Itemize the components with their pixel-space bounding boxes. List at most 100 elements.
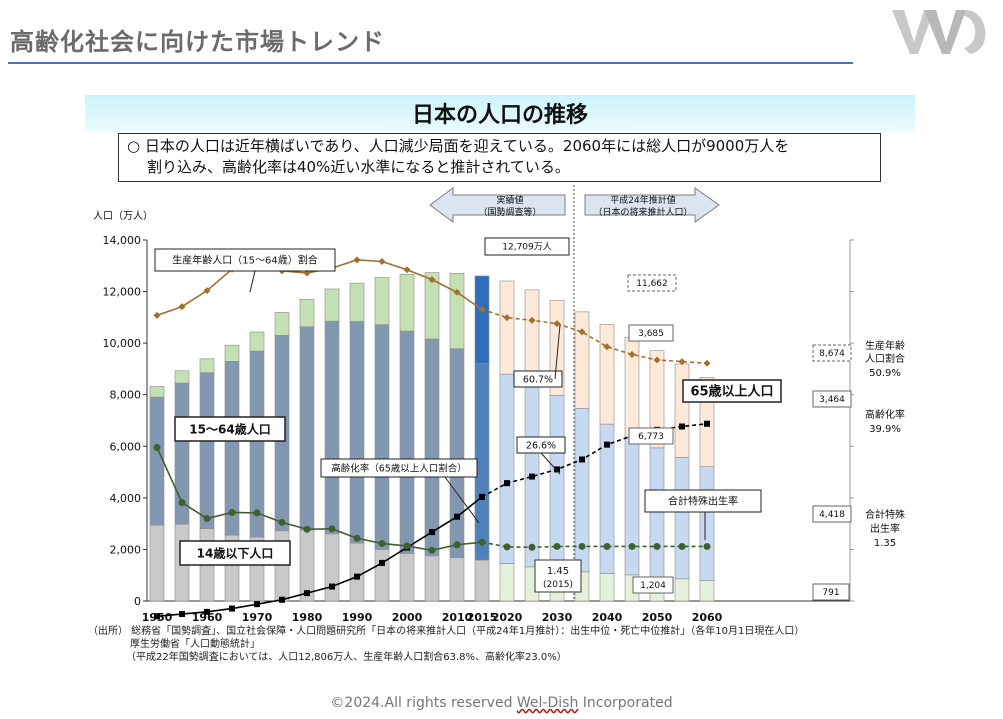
summary-box: ○ 日本の人口は近年横ばいであり、人口減少局面を迎えている。2060年には総人口… (118, 133, 881, 182)
label-2060-working: 4,418 (819, 510, 845, 520)
aging-rate-point (504, 480, 510, 487)
tfr-point (503, 543, 511, 551)
working-ratio-point (453, 288, 461, 296)
working-ratio-point (178, 303, 186, 311)
x-tick-label: 2015 (467, 611, 498, 624)
summary-line-1: ○ 日本の人口は近年横ばいであり、人口減少局面を迎えている。2060年には総人口… (127, 137, 790, 155)
bar-elderly (149, 386, 165, 398)
copyright-prefix: ©2024.All rights reserved (330, 695, 517, 711)
bar-elderly (324, 288, 340, 322)
aging-rate-point (154, 613, 160, 620)
x-tick-label: 2010 (442, 611, 473, 624)
bar-working (424, 338, 440, 557)
bar-child (349, 542, 365, 602)
label-2060-child: 791 (822, 588, 839, 598)
aging-rate-point (704, 420, 710, 427)
bar-working (699, 466, 715, 581)
copyright-suffix: Incorporated (578, 695, 673, 711)
projected-label: 平成24年推計値 (610, 194, 675, 206)
title-divider (8, 62, 853, 64)
working-ratio-point (703, 359, 711, 367)
aging-rate-point (429, 529, 435, 536)
sources-line-2: 厚生労働省「人口動態統計」 (130, 639, 260, 650)
aging-rate-line (156, 496, 483, 618)
bar-elderly (499, 280, 515, 375)
bar-child (149, 524, 165, 602)
chart-title-banner: 日本の人口の推移 (85, 95, 915, 131)
label-total-2010-box (484, 237, 570, 256)
working-ratio-line-projected (481, 308, 708, 365)
tfr-point (428, 546, 436, 554)
bar-elderly (449, 273, 465, 350)
tfr-line-projected (481, 541, 707, 549)
label-child-pop: 14歳以下人口 (197, 545, 274, 560)
working-ratio-point (553, 320, 561, 328)
projected-arrow (584, 187, 720, 223)
tfr-point (703, 542, 711, 550)
aging-rate-point (279, 596, 285, 603)
aging-rate-point (329, 583, 335, 590)
tfr-point (178, 499, 186, 507)
bar-working (199, 372, 215, 529)
y-axis-title: 人口（万人） (93, 210, 153, 222)
bar-working (674, 457, 690, 580)
x-tick-label: 2000 (392, 611, 423, 624)
bar-elderly (574, 311, 590, 409)
leader-pct-aging-2015 (540, 452, 561, 475)
bar-child (674, 578, 690, 602)
sources: （出所） 総務省「国勢調査」、国立社会保障・人口問題研究所「日本の将来推計人口（… (88, 625, 804, 664)
bar-elderly (199, 358, 215, 373)
bar-working (374, 324, 390, 550)
y-tick-label: 14,000 (103, 234, 142, 247)
label-2030-elderly-box (628, 324, 674, 342)
tfr-point (653, 542, 661, 550)
label-2060-total: 8,674 (819, 349, 845, 359)
y-tick-label: 2,000 (110, 543, 142, 556)
x-tick-label: 1960 (192, 611, 223, 624)
label-pct-aging-2015: 26.6% (526, 440, 556, 451)
label-2060-elderly-box (812, 390, 852, 408)
x-tick-label: 1970 (242, 611, 273, 624)
copyright: ©2024.All rights reserved Wel-Dish Incor… (0, 695, 1003, 711)
x-tick-label: 2030 (542, 611, 573, 624)
bar-working (324, 320, 340, 535)
y-tick-label: 12,000 (103, 286, 142, 299)
working-ratio-point (603, 343, 611, 351)
aging-rate-point (454, 513, 460, 520)
company-logo (892, 10, 986, 54)
bar-child (374, 549, 390, 602)
bar-elderly (349, 282, 365, 322)
aging-rate-point (354, 573, 360, 580)
label-2030-elderly: 3,685 (638, 329, 664, 339)
aging-rate-point (529, 473, 535, 480)
tfr-point (528, 543, 536, 551)
projected-sub-label: （日本の将来推計人口） (593, 206, 692, 218)
y-tick-label: 8,000 (110, 389, 142, 402)
tfr-point (403, 542, 411, 550)
sources-line-1: （出所） 総務省「国勢調査」、国立社会保障・人口問題研究所「日本の将来推計人口（… (88, 626, 805, 637)
label-2060-child-box (812, 583, 850, 601)
label-pct-working-2015: 60.7% (523, 374, 553, 385)
bar-working (624, 436, 640, 576)
label-tfr: 合計特殊出生率 (668, 495, 738, 508)
bar-working (149, 396, 165, 526)
label-tfr-2015: 1.45 (547, 566, 569, 577)
label-working-pop-box (174, 416, 286, 442)
aging-rate-point (204, 608, 210, 615)
y-tick-label: 4,000 (110, 492, 142, 505)
x-tick-label: 2040 (592, 611, 623, 624)
bar-child (399, 553, 415, 602)
aging-rate-point (554, 466, 560, 473)
x-tick-label: 2020 (492, 611, 523, 624)
tfr-point (253, 509, 261, 517)
aging-rate-point (604, 441, 610, 448)
right-aging-2: 39.9% (869, 424, 901, 435)
bar-elderly (299, 299, 315, 328)
aging-rate-line-projected (481, 422, 708, 498)
x-tick-label: 2060 (692, 611, 723, 624)
tfr-point (553, 542, 561, 550)
working-ratio-point (353, 256, 361, 264)
tfr-point (278, 518, 286, 526)
aging-rate-point (679, 423, 685, 430)
bar-working (399, 330, 415, 554)
